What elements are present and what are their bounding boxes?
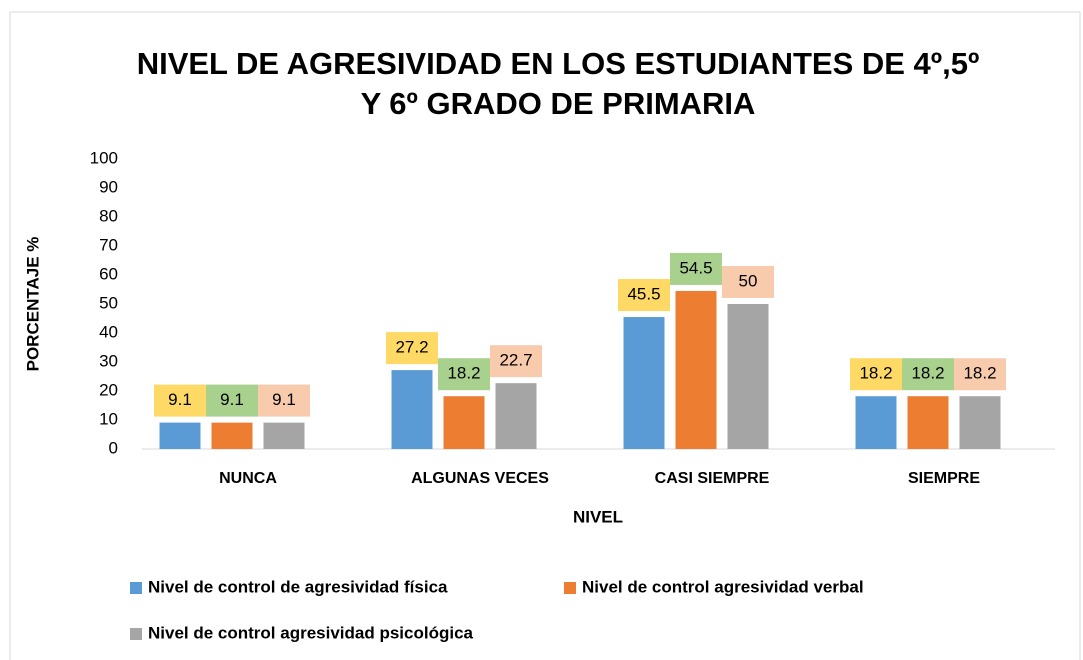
- data-label: 50: [739, 271, 758, 290]
- y-tick-label: 20: [99, 380, 118, 399]
- bar: [623, 317, 665, 449]
- bar: [727, 304, 769, 449]
- data-label-box: [902, 358, 954, 391]
- bar: [443, 396, 485, 449]
- legend-label: Nivel de control agresividad psicológica: [148, 623, 474, 642]
- data-label-box: [386, 332, 438, 365]
- data-label-box: [670, 252, 722, 285]
- legend-swatch: [564, 582, 576, 594]
- bar: [159, 422, 201, 449]
- data-label-box: [206, 384, 258, 417]
- bar: [495, 383, 537, 449]
- y-axis-title: PORCENTAJE %: [23, 237, 42, 372]
- bar: [211, 422, 253, 449]
- data-label: 18.2: [963, 364, 996, 383]
- chart-frame: [9, 11, 1081, 660]
- y-tick-label: 50: [99, 293, 118, 312]
- legend-swatch: [130, 582, 142, 594]
- data-label-box: [618, 279, 670, 312]
- data-label-box: [954, 358, 1006, 391]
- data-label: 18.2: [911, 364, 944, 383]
- legend-label: Nivel de control de agresividad física: [148, 577, 448, 596]
- data-label: 45.5: [627, 285, 660, 304]
- data-label-box: [850, 358, 902, 391]
- x-axis-title: NIVEL: [573, 507, 623, 526]
- bar: [959, 396, 1001, 449]
- data-label-box: [154, 384, 206, 417]
- data-label: 9.1: [220, 390, 244, 409]
- y-tick-label: 40: [99, 322, 118, 341]
- bar: [391, 370, 433, 449]
- data-label: 18.2: [447, 364, 480, 383]
- x-tick-label: NUNCA: [219, 470, 277, 487]
- y-tick-label: 100: [90, 148, 118, 167]
- chart-title: Y 6º GRADO DE PRIMARIA: [361, 86, 756, 121]
- y-tick-label: 70: [99, 235, 118, 254]
- y-tick-label: 0: [109, 438, 118, 457]
- data-label-box: [438, 358, 490, 391]
- data-label: 9.1: [272, 390, 296, 409]
- x-tick-label: SIEMPRE: [908, 470, 980, 487]
- chart-title: NIVEL DE AGRESIVIDAD EN LOS ESTUDIANTES …: [137, 46, 980, 81]
- data-label: 22.7: [499, 351, 532, 370]
- y-tick-label: 10: [99, 409, 118, 428]
- data-label: 27.2: [395, 338, 428, 357]
- bar: [855, 396, 897, 449]
- y-tick-label: 90: [99, 177, 118, 196]
- x-tick-label: ALGUNAS VECES: [411, 470, 549, 487]
- x-tick-label: CASI SIEMPRE: [655, 470, 770, 487]
- data-label-box: [490, 345, 542, 378]
- data-label: 54.5: [679, 258, 712, 277]
- bar: [263, 422, 305, 449]
- y-tick-label: 60: [99, 264, 118, 283]
- data-label-box: [258, 384, 310, 417]
- bar: [907, 396, 949, 449]
- legend-swatch: [130, 628, 142, 640]
- legend-label: Nivel de control agresividad verbal: [582, 577, 864, 596]
- y-tick-label: 30: [99, 351, 118, 370]
- data-label: 18.2: [859, 364, 892, 383]
- bar: [675, 290, 717, 449]
- data-label: 9.1: [168, 390, 192, 409]
- data-label-box: [722, 266, 774, 298]
- y-tick-label: 80: [99, 206, 118, 225]
